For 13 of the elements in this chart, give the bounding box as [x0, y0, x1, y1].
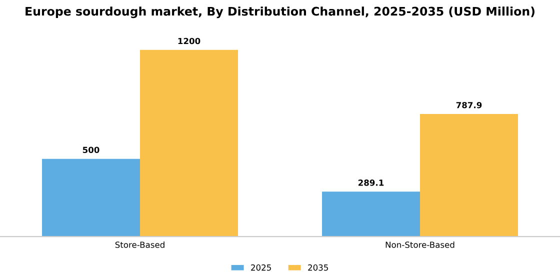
bar	[42, 158, 140, 237]
chart-title: Europe sourdough market, By Distribution Channel, 2025-2035 (USD Million)	[26, 6, 534, 18]
x-tick-label: Store-Based	[115, 241, 164, 248]
legend-label: 2025	[251, 264, 271, 271]
x-tick-label: Non-Store-Based	[386, 241, 454, 248]
data-label: 787.9	[456, 102, 482, 108]
data-label: 500	[82, 146, 100, 154]
bar	[140, 50, 238, 237]
data-label: 289.1	[358, 180, 384, 186]
bar	[322, 192, 420, 237]
bar	[420, 114, 518, 237]
legend-label: 2035	[308, 264, 328, 271]
data-label: 1200	[178, 38, 200, 44]
